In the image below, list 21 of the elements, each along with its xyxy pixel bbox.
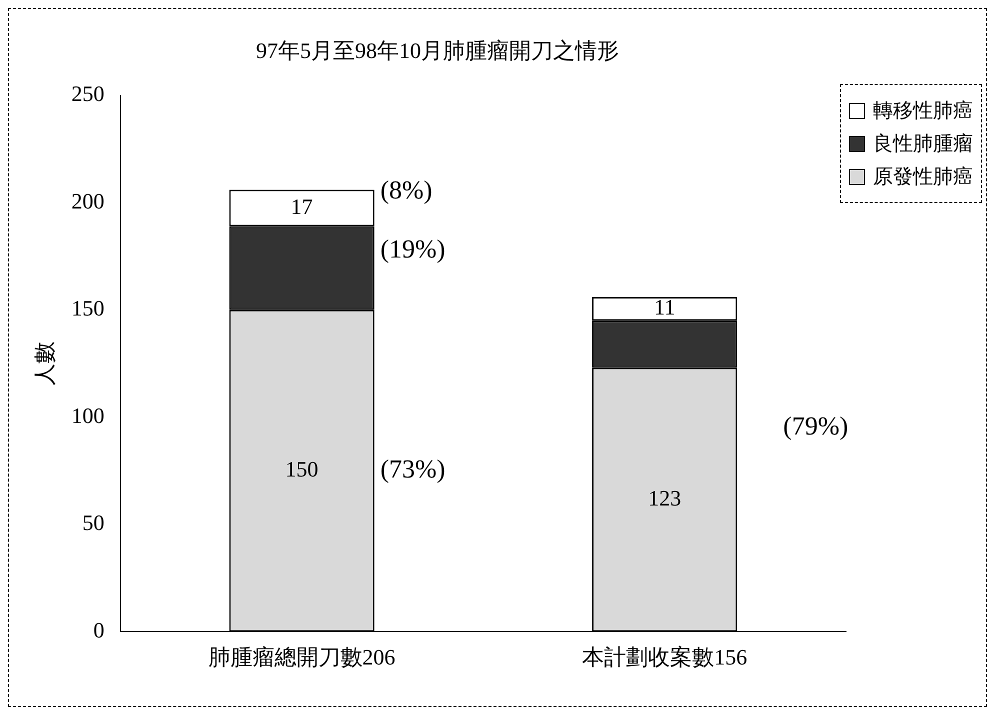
- y-tick-label: 150: [71, 296, 104, 321]
- y-tick-label: 100: [71, 402, 104, 428]
- data-label: 17: [290, 194, 313, 219]
- x-tick-label: 肺腫瘤總開刀數206: [208, 644, 396, 670]
- legend-label: 良性肺腫瘤: [873, 130, 973, 157]
- data-label: 11: [654, 294, 676, 320]
- legend-label: 原發性肺癌: [873, 163, 973, 190]
- annotation: (79%): [783, 412, 848, 441]
- annotation: (73%): [380, 454, 446, 484]
- data-label: 123: [648, 485, 682, 510]
- text: 轉移性肺癌: [873, 97, 973, 124]
- x-tick-label: 本計劃收案數156: [582, 644, 748, 670]
- y-tick-label: 200: [71, 188, 104, 214]
- data-label: 150: [285, 456, 318, 482]
- y-tick-label: 0: [93, 617, 104, 642]
- y-tick-label: 50: [82, 510, 104, 536]
- annotation: (8%): [380, 176, 432, 205]
- annotation: (19%): [380, 234, 446, 264]
- y-tick-label: 250: [71, 81, 104, 106]
- chart-title: 97年5月至98年10月肺腫瘤開刀之情形: [256, 38, 619, 63]
- y-axis-title: 人數: [32, 342, 57, 386]
